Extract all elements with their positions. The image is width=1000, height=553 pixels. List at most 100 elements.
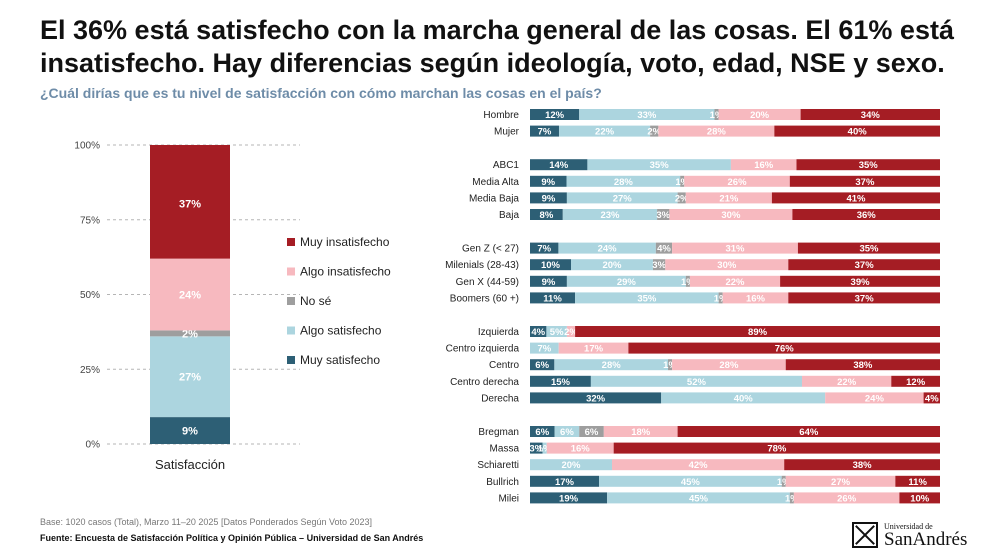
- bar-segment: [530, 192, 567, 204]
- data-label: 26%: [837, 493, 857, 504]
- bar-segment: [661, 392, 826, 404]
- data-label: 3%: [656, 210, 670, 221]
- legend-label: No sé: [300, 294, 332, 308]
- bar-segment: [150, 417, 230, 444]
- data-label: 6%: [585, 427, 599, 438]
- data-label: 24%: [598, 244, 618, 255]
- data-label: 45%: [681, 477, 701, 488]
- data-label: 11%: [543, 293, 562, 304]
- logo-small-text: Universidad de: [884, 522, 933, 531]
- row-label: Media Alta: [472, 177, 519, 188]
- bar-segment: [613, 442, 940, 454]
- row-label: Mujer: [494, 127, 520, 138]
- data-label: 11%: [908, 477, 927, 488]
- data-label: 42%: [689, 460, 709, 471]
- bar-segment: [825, 392, 924, 404]
- data-label: 16%: [571, 444, 591, 455]
- row-label: Massa: [490, 444, 520, 455]
- bar-segment: [530, 359, 555, 371]
- data-label: 17%: [555, 477, 575, 488]
- bar-segment: [891, 375, 940, 387]
- data-label: 37%: [855, 293, 875, 304]
- data-label: 40%: [734, 393, 754, 404]
- data-label: 26%: [728, 177, 748, 188]
- data-label: 40%: [848, 127, 868, 138]
- data-label: 19%: [559, 493, 579, 504]
- data-label: 1%: [714, 293, 728, 304]
- data-label: 32%: [586, 393, 606, 404]
- page-title: El 36% está satisfecho con la marcha gen…: [40, 15, 954, 78]
- bar-segment: [530, 342, 559, 354]
- row-label: ABC1: [493, 160, 520, 171]
- bar-segment: [566, 192, 678, 204]
- bar-segment: [680, 175, 685, 187]
- data-label: 7%: [537, 344, 551, 355]
- data-label: 24%: [865, 393, 885, 404]
- bar-segment: [650, 125, 659, 137]
- bar-segment: [530, 275, 567, 287]
- bar-segment: [785, 475, 896, 487]
- data-label: 28%: [602, 360, 622, 371]
- data-label: 24%: [179, 290, 201, 302]
- bar-segment: [730, 159, 797, 171]
- data-label: 6%: [560, 427, 574, 438]
- bar-segment: [558, 125, 651, 137]
- data-label: 4%: [925, 393, 939, 404]
- bar-segment: [788, 292, 940, 304]
- bar-segment: [789, 175, 940, 187]
- row-label: Gen X (44-59): [456, 277, 519, 288]
- bar-segment: [677, 426, 940, 437]
- bar-segment: [150, 258, 230, 331]
- data-label: 30%: [721, 210, 741, 221]
- data-label: 15%: [551, 377, 571, 388]
- data-label: 20%: [561, 460, 581, 471]
- bar-segment: [530, 492, 608, 504]
- chart-subtitle: ¿Cuál dirías que es tu nivel de satisfac…: [40, 85, 602, 101]
- bar-segment: [530, 375, 591, 387]
- bar-segment: [603, 426, 678, 437]
- data-label: 37%: [855, 260, 875, 271]
- bar-segment: [793, 492, 900, 504]
- row-label: Gen Z (< 27): [462, 244, 519, 255]
- bar-segment: [530, 442, 543, 454]
- data-label: 2%: [675, 193, 689, 204]
- data-label: 1%: [675, 177, 689, 188]
- bar-segment: [530, 109, 580, 120]
- y-tick-label: 50%: [80, 290, 100, 301]
- y-tick-label: 100%: [74, 141, 100, 152]
- data-label: 2%: [647, 127, 661, 138]
- bar-segment: [792, 209, 940, 220]
- data-label: 10%: [541, 260, 561, 271]
- bar-segment: [774, 125, 940, 137]
- bar-segment: [579, 426, 604, 437]
- bar-segment: [612, 459, 785, 471]
- university-logo: Universidad de SanAndrés: [852, 521, 992, 551]
- bar-segment: [672, 242, 798, 254]
- bar-segment: [672, 359, 786, 371]
- row-label: Media Baja: [469, 193, 519, 204]
- data-label: 22%: [725, 277, 745, 288]
- bar-segment: [718, 109, 801, 120]
- data-label: 6%: [535, 360, 549, 371]
- bar-segment: [530, 242, 559, 254]
- bar-segment: [530, 392, 662, 404]
- data-label: 4%: [657, 244, 671, 255]
- bar-segment: [668, 359, 673, 371]
- row-label: Derecha: [481, 393, 519, 404]
- data-label: 1%: [777, 477, 791, 488]
- data-label: 12%: [545, 110, 565, 121]
- legend-swatch: [287, 267, 295, 276]
- bar-segment: [562, 209, 658, 220]
- data-label: 38%: [853, 360, 873, 371]
- data-label: 1%: [681, 277, 695, 288]
- base-note: Base: 1020 casos (Total), Marzo 11–20 20…: [40, 517, 373, 527]
- row-label: Milei: [498, 493, 519, 504]
- bar-segment: [628, 342, 940, 354]
- data-label: 1%: [538, 444, 552, 455]
- data-label: 7%: [537, 244, 551, 255]
- data-label: 9%: [541, 177, 555, 188]
- y-tick-label: 25%: [80, 365, 100, 376]
- data-label: 1%: [785, 493, 799, 504]
- logo-big-text: SanAndrés: [884, 529, 968, 550]
- data-label: 10%: [910, 493, 930, 504]
